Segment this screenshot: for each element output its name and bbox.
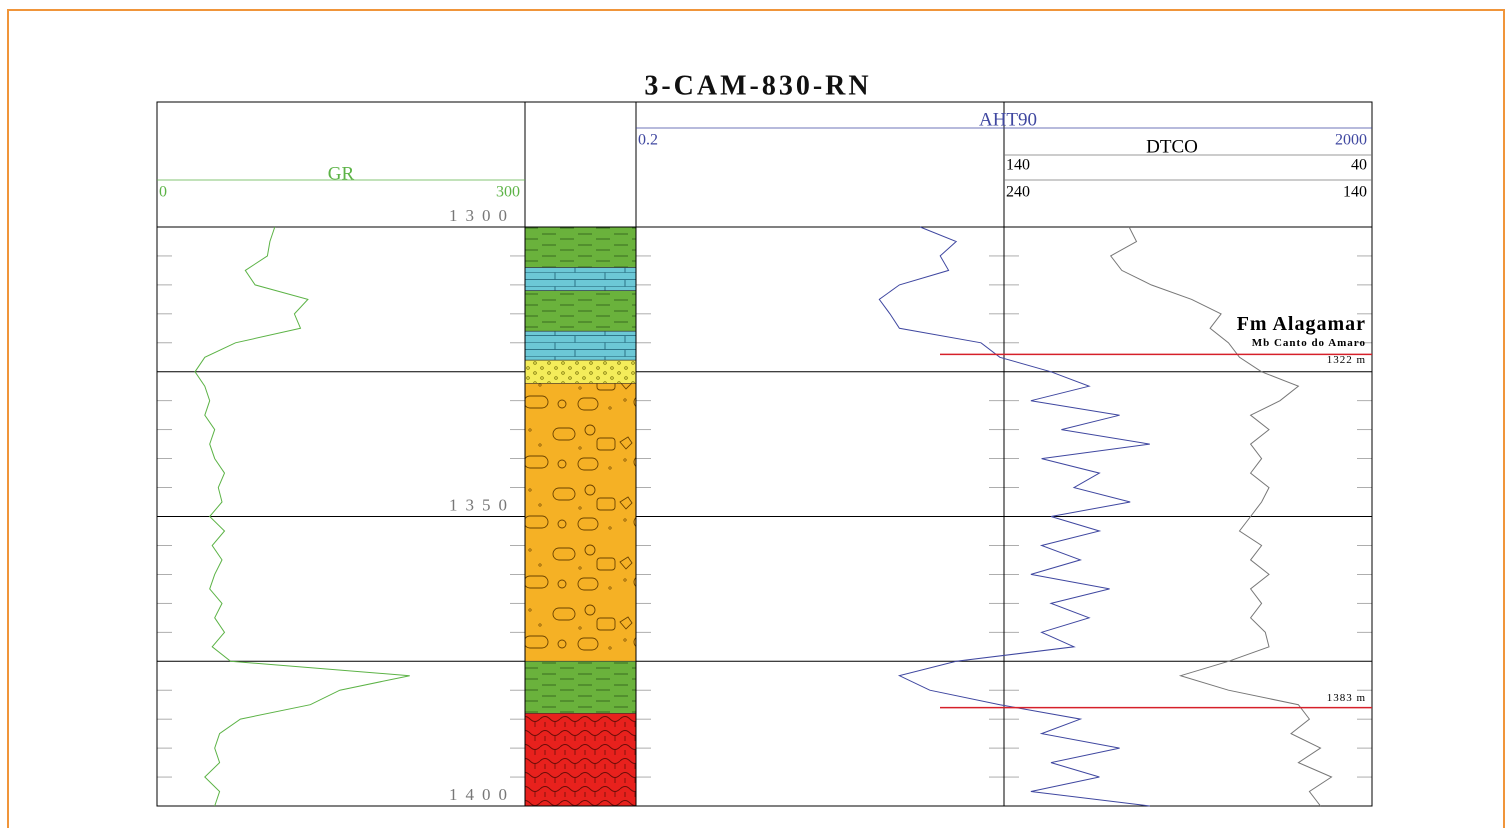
lithology-pattern xyxy=(525,331,636,360)
lithology-pattern xyxy=(525,227,636,268)
curve-name: AHT90 xyxy=(979,109,1037,130)
lithology-pattern xyxy=(525,383,636,661)
curve-name: DTCO xyxy=(1146,136,1198,157)
chart-title: 3-CAM-830-RN xyxy=(644,70,871,101)
well-log: 3-CAM-830-RN 1300 1350 1400 GR 0 300 AHT90 0.2 20… xyxy=(0,0,1510,828)
lithology-pattern xyxy=(525,268,636,291)
marker-label: 1383 m xyxy=(1327,692,1366,704)
depth-label: 1400 xyxy=(449,785,515,804)
lithology-pattern xyxy=(525,661,636,713)
scale-min: 0 xyxy=(159,184,167,201)
scale-max: 140 xyxy=(1343,184,1367,201)
log-frame xyxy=(157,102,1372,806)
scale-min: 140 xyxy=(1006,157,1030,174)
scale-max: 300 xyxy=(496,184,520,201)
lithology-pattern xyxy=(525,291,636,332)
lithology-pattern xyxy=(525,713,636,806)
scale-min: 240 xyxy=(1006,184,1030,201)
member-name: Mb Canto do Amaro xyxy=(1252,337,1366,349)
scale-max: 40 xyxy=(1351,157,1367,174)
scale-max: 2000 xyxy=(1335,132,1367,149)
marker-label: 1322 m xyxy=(1327,354,1366,366)
scale-min: 0.2 xyxy=(638,132,658,149)
depth-label: 1300 xyxy=(449,206,515,225)
page-frame xyxy=(8,10,1504,828)
curve-name: GR xyxy=(328,163,355,184)
depth-label: 1350 xyxy=(449,495,515,514)
lithology-pattern xyxy=(525,360,636,383)
formation-name: Fm Alagamar xyxy=(1237,313,1366,335)
